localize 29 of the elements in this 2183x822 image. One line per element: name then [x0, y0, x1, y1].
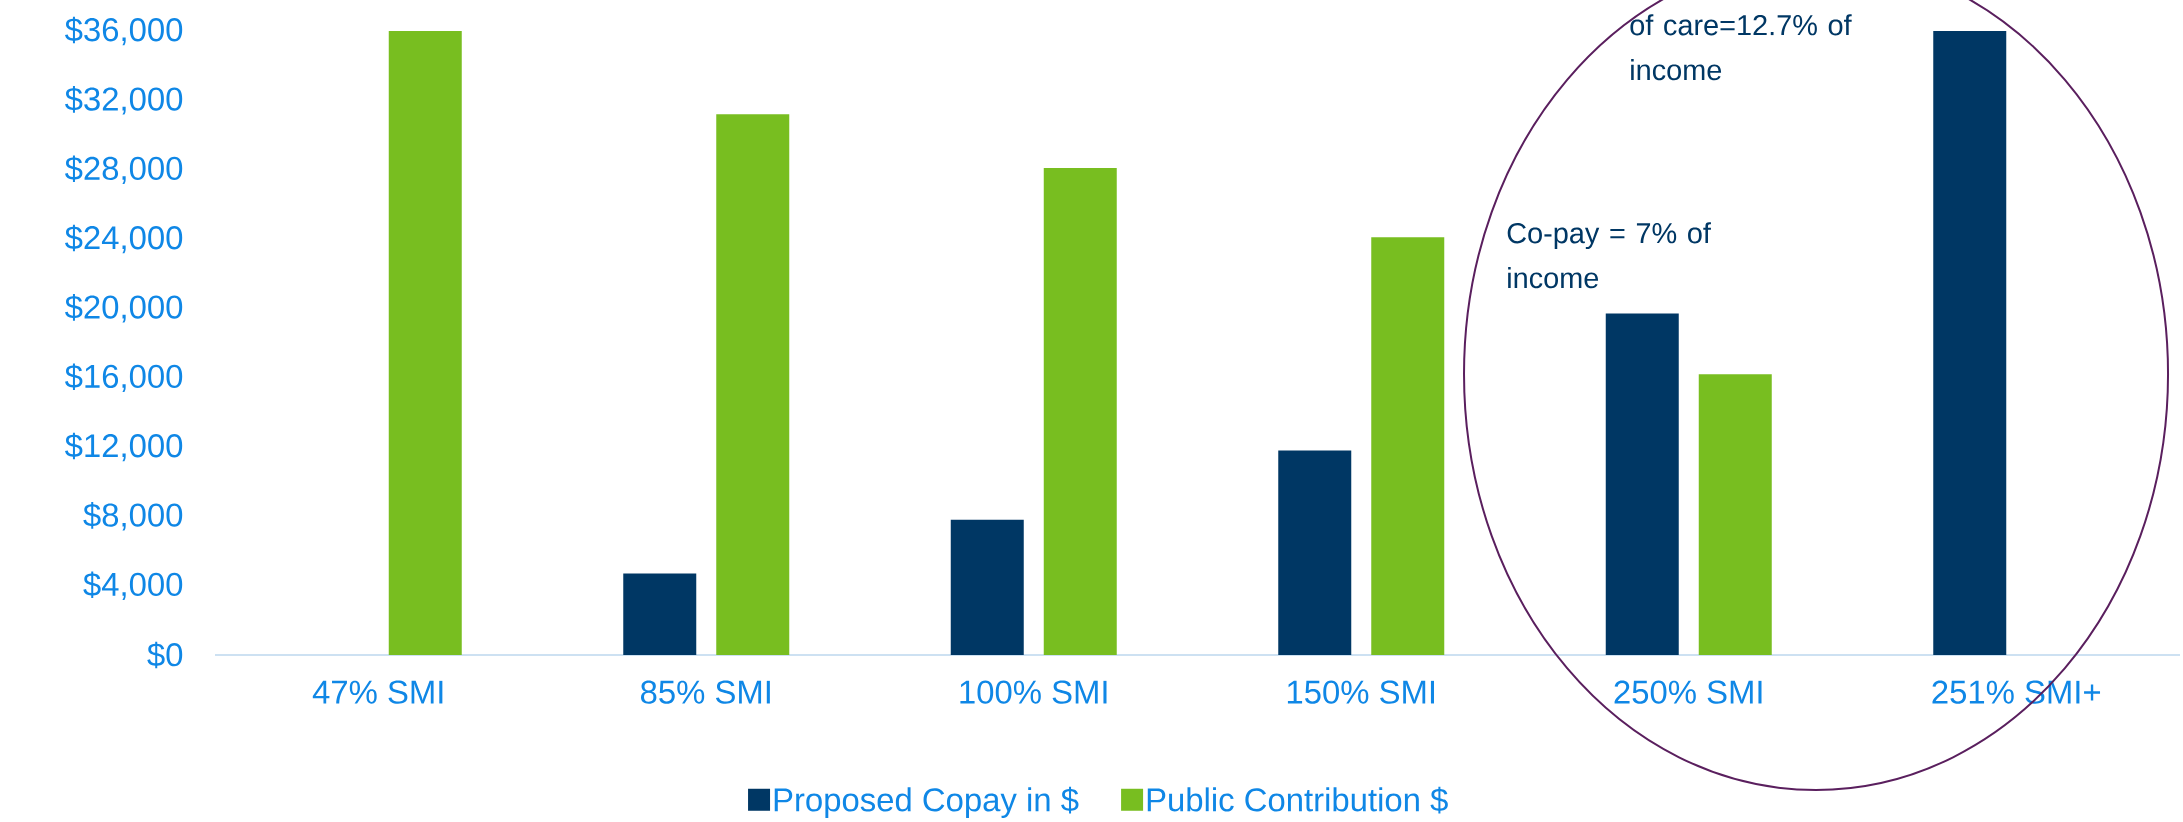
- x-tick-label: 100% SMI: [960, 680, 1107, 704]
- y-tick-label: $12,000: [65, 432, 183, 462]
- legend-label: Public Contribution $: [1147, 786, 1448, 814]
- bar: [1371, 237, 1445, 655]
- annotation: of care=12.7% of income: [1630, 14, 1852, 81]
- bar: [1933, 30, 2007, 655]
- y-tick-label: $16,000: [65, 363, 183, 392]
- x-tick-label: 250% SMI: [1614, 680, 1762, 704]
- bar: [1278, 450, 1352, 655]
- y-tick-label: $0: [147, 641, 183, 669]
- x-tick-label: 150% SMI: [1287, 680, 1434, 704]
- y-tick-label: $24,000: [65, 224, 183, 254]
- bar: [716, 114, 790, 655]
- bar: [388, 30, 462, 655]
- legend-label: Proposed Copay in $: [774, 786, 1079, 819]
- bar: [1605, 313, 1679, 655]
- y-tick-label: $4,000: [83, 571, 183, 600]
- bar: [950, 519, 1024, 655]
- y-tick-label: $20,000: [65, 294, 183, 323]
- annotation: Co-pay = 7% of income: [1507, 222, 1711, 289]
- bar: [1698, 374, 1772, 655]
- y-tick-label: $28,000: [65, 155, 183, 184]
- x-tick-label: 85% SMI: [640, 680, 770, 704]
- x-tick-label: 47% SMI: [312, 680, 443, 704]
- bar: [623, 573, 697, 655]
- y-tick-label: $36,000: [65, 16, 183, 46]
- y-tick-label: $8,000: [83, 502, 183, 531]
- y-tick-label: $32,000: [65, 86, 183, 115]
- bar: [1043, 167, 1117, 655]
